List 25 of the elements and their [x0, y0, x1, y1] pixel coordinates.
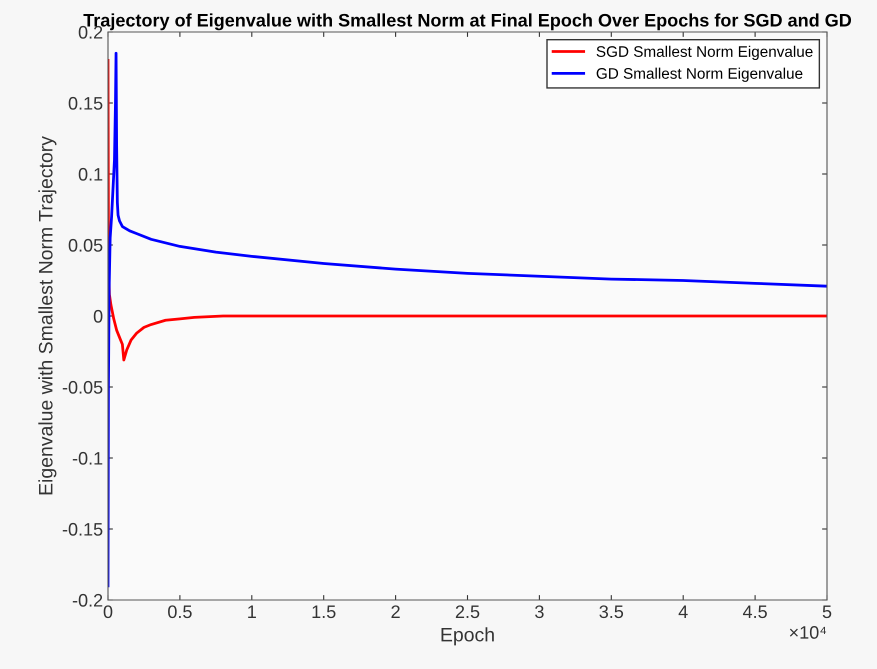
y-axis-title: Eigenvalue with Smallest Norm Trajectory — [38, 136, 56, 494]
y-tick-label: 0 — [94, 310, 102, 323]
x-tick-label: 0 — [104, 605, 112, 618]
y-tick-label: 0.05 — [68, 238, 102, 252]
x-tick-label: 4 — [678, 606, 688, 618]
x-tick-label: 4.5 — [742, 606, 767, 618]
x-tick-label: 5 — [822, 606, 832, 618]
x-tick-label: 3 — [535, 605, 544, 618]
x-tick-label: 0.5 — [168, 605, 192, 618]
y-tick-label: -0.05 — [62, 380, 102, 394]
y-tick-label: 0.1 — [78, 168, 102, 181]
y-tick-label: -0.15 — [62, 522, 102, 536]
text: ×10⁴ — [790, 626, 826, 639]
y-tick-label: -0.1 — [72, 452, 102, 465]
x-tick-label: 1.5 — [312, 606, 336, 618]
line-series — [108, 59, 827, 362]
y-tick-label: -0.2 — [72, 594, 102, 607]
x-tick-label: 2 — [391, 605, 400, 618]
x-tick-label: 2.5 — [456, 605, 480, 618]
x-tick-label: 1 — [248, 606, 256, 618]
x-tick-label: 3.5 — [599, 605, 624, 618]
x-axis-title: Epoch — [442, 627, 494, 646]
legend-label: GD Smallest Norm Eigenvalue — [596, 68, 802, 82]
legend-label: SGD Smallest Norm Eigenvalue — [596, 46, 813, 60]
y-tick-label: 0.15 — [68, 96, 102, 110]
